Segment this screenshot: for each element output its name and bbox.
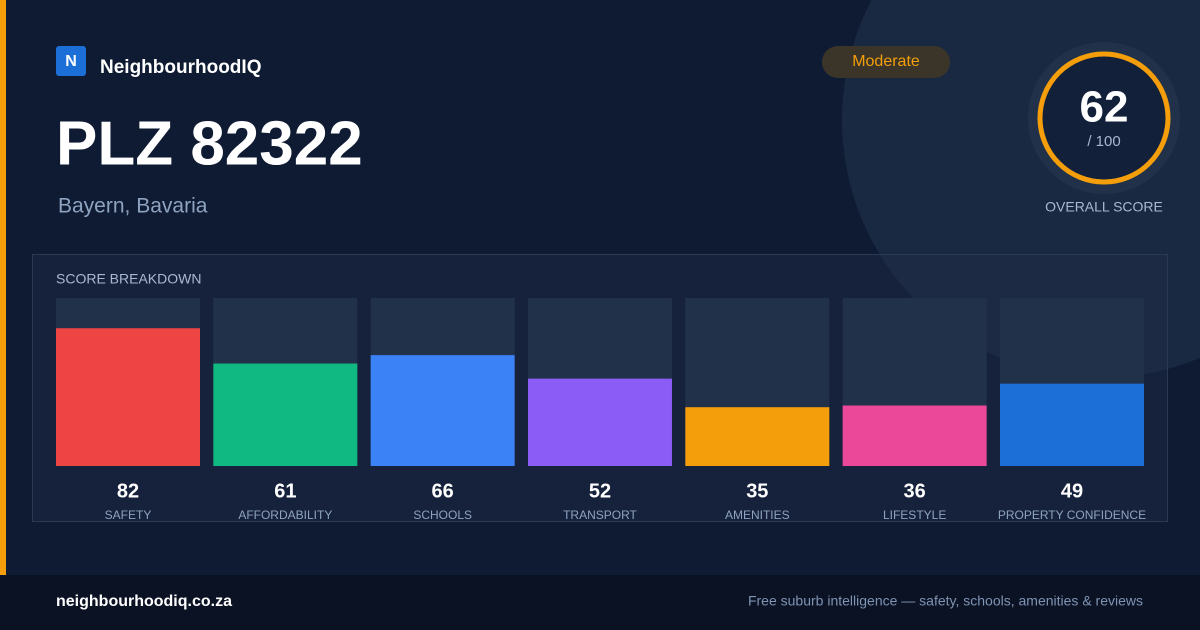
category-label: LIFESTYLE [883, 508, 946, 522]
value-label: 82 [117, 480, 139, 502]
category-label: SAFETY [105, 508, 152, 522]
overall-score: 62 [1080, 83, 1129, 132]
value-label: 61 [274, 480, 296, 502]
footer [0, 575, 1200, 630]
subtitle: Bayern, Bavaria [58, 195, 208, 218]
value-label: 35 [746, 480, 768, 502]
bar [842, 405, 987, 466]
score-ring [1037, 51, 1171, 185]
brand: NeighbourhoodIQ [100, 57, 261, 78]
value-label: 52 [589, 480, 611, 502]
bar [527, 378, 672, 466]
logo-letter: N [65, 53, 77, 70]
value-label: 49 [1061, 480, 1083, 502]
title: PLZ 82322 [56, 109, 363, 178]
overall-out-of: / 100 [1087, 133, 1120, 150]
accent-strip [0, 0, 6, 575]
chart-title: SCORE BREAKDOWN [56, 271, 201, 287]
logo [56, 46, 86, 76]
badge-text: Moderate [852, 53, 920, 70]
bar [213, 363, 358, 466]
bar [999, 383, 1144, 466]
footer-site: neighbourhoodiq.co.za [56, 593, 232, 610]
badge [822, 46, 950, 78]
category-label: AFFORDABILITY [238, 508, 332, 522]
footer-tagline: Free suburb intelligence — safety, schoo… [748, 593, 1143, 609]
category-label: SCHOOLS [413, 508, 472, 522]
value-label: 36 [904, 480, 926, 502]
bar [685, 407, 830, 466]
bar [56, 328, 200, 466]
category-label: PROPERTY CONFIDENCE [998, 508, 1146, 522]
value-label: 66 [432, 480, 454, 502]
category-label: AMENITIES [725, 508, 790, 522]
bar [370, 355, 515, 466]
category-label: TRANSPORT [563, 508, 637, 522]
overall-label: OVERALL SCORE [1045, 199, 1163, 215]
